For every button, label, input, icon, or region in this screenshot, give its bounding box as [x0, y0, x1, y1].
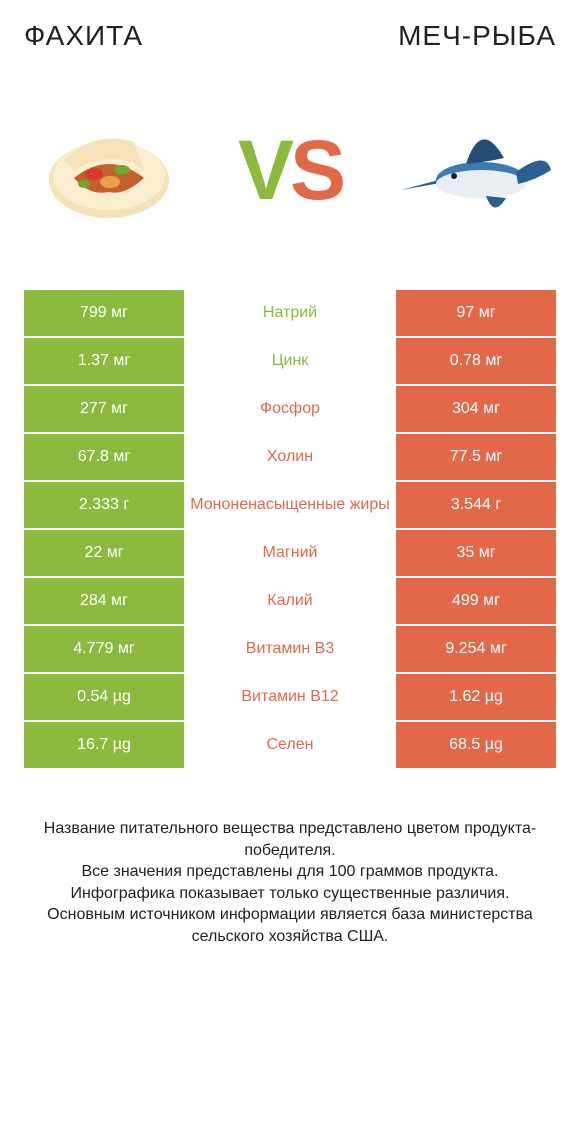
- right-value: 499 мг: [396, 578, 556, 624]
- nutrient-label: Холин: [184, 434, 396, 480]
- left-value: 0.54 µg: [24, 674, 184, 720]
- nutrient-label: Натрий: [184, 290, 396, 336]
- footer-line-4: Основным источником информации является …: [34, 904, 546, 947]
- left-product-title: ФАХИТА: [24, 20, 143, 52]
- right-value: 35 мг: [396, 530, 556, 576]
- table-row: 0.54 µgВитамин B121.62 µg: [24, 674, 556, 722]
- fajita-image: [24, 100, 194, 240]
- footer-line-2: Все значения представлены для 100 граммо…: [34, 861, 546, 883]
- left-value: 16.7 µg: [24, 722, 184, 768]
- table-row: 4.779 мгВитамин B39.254 мг: [24, 626, 556, 674]
- right-value: 3.544 г: [396, 482, 556, 528]
- nutrient-label: Витамин B3: [184, 626, 396, 672]
- vs-label: VS: [238, 122, 342, 219]
- swordfish-image: [386, 100, 556, 240]
- left-value: 277 мг: [24, 386, 184, 432]
- nutrient-label: Витамин B12: [184, 674, 396, 720]
- right-value: 77.5 мг: [396, 434, 556, 480]
- table-row: 22 мгМагний35 мг: [24, 530, 556, 578]
- table-row: 1.37 мгЦинк0.78 мг: [24, 338, 556, 386]
- left-value: 799 мг: [24, 290, 184, 336]
- footer-notes: Название питательного вещества представл…: [24, 818, 556, 948]
- table-row: 277 мгФосфор304 мг: [24, 386, 556, 434]
- right-value: 304 мг: [396, 386, 556, 432]
- left-value: 1.37 мг: [24, 338, 184, 384]
- table-row: 2.333 гМононенасыщенные жиры3.544 г: [24, 482, 556, 530]
- left-value: 4.779 мг: [24, 626, 184, 672]
- footer-line-3: Инфографика показывает только существенн…: [34, 883, 546, 905]
- table-row: 799 мгНатрий97 мг: [24, 290, 556, 338]
- right-value: 0.78 мг: [396, 338, 556, 384]
- nutrient-label: Калий: [184, 578, 396, 624]
- nutrient-label: Селен: [184, 722, 396, 768]
- nutrient-label: Мононенасыщенные жиры: [184, 482, 396, 528]
- nutrient-label: Магний: [184, 530, 396, 576]
- vs-s: S: [290, 123, 342, 217]
- titles-row: ФАХИТА МЕЧ-РЫБА: [24, 20, 556, 52]
- right-product-title: МЕЧ-РЫБА: [398, 20, 556, 52]
- right-value: 9.254 мг: [396, 626, 556, 672]
- nutrient-label: Фосфор: [184, 386, 396, 432]
- right-value: 68.5 µg: [396, 722, 556, 768]
- footer-line-1: Название питательного вещества представл…: [34, 818, 546, 861]
- right-value: 97 мг: [396, 290, 556, 336]
- table-row: 16.7 µgСелен68.5 µg: [24, 722, 556, 770]
- nutrient-table: 799 мгНатрий97 мг1.37 мгЦинк0.78 мг277 м…: [24, 290, 556, 770]
- hero-row: VS: [24, 80, 556, 260]
- table-row: 67.8 мгХолин77.5 мг: [24, 434, 556, 482]
- nutrient-label: Цинк: [184, 338, 396, 384]
- right-value: 1.62 µg: [396, 674, 556, 720]
- left-value: 22 мг: [24, 530, 184, 576]
- left-value: 2.333 г: [24, 482, 184, 528]
- left-value: 67.8 мг: [24, 434, 184, 480]
- left-value: 284 мг: [24, 578, 184, 624]
- table-row: 284 мгКалий499 мг: [24, 578, 556, 626]
- vs-v: V: [238, 123, 290, 217]
- infographic-container: ФАХИТА МЕЧ-РЫБА VS: [0, 0, 580, 948]
